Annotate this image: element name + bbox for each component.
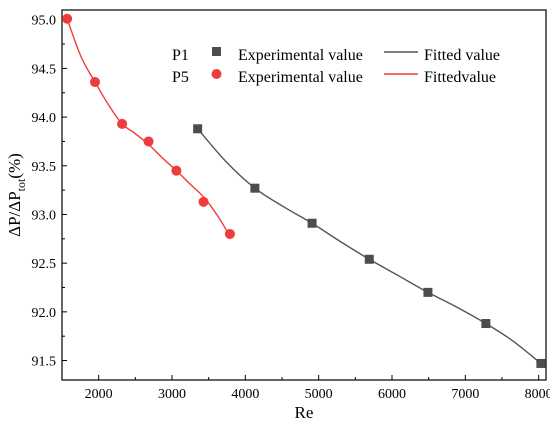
legend-series-p5-name: P5: [172, 69, 189, 86]
fit-curve-0: [197, 128, 542, 364]
legend-p5-experimental-label: Experimental value: [238, 69, 363, 86]
data-point-p1: [364, 254, 374, 264]
x-axis-label: Re: [295, 403, 314, 422]
y-tick-label: 94.5: [32, 62, 57, 77]
y-tick-label: 92.5: [32, 257, 57, 272]
data-point-p5: [224, 228, 235, 239]
legend-p1-marker: [212, 47, 221, 56]
x-tick-label: 2000: [85, 387, 113, 402]
data-point-p1: [307, 218, 317, 228]
data-point-p5: [90, 77, 100, 88]
data-point-p5: [62, 13, 73, 24]
x-tick-label: 4000: [231, 387, 259, 402]
legend-p5-fit-label: Fittedvalue: [424, 69, 496, 86]
y-tick-label: 95.0: [32, 14, 57, 29]
y-axis-label-tail: (%): [5, 153, 24, 178]
data-point-p1: [423, 287, 433, 297]
y-axis-label-sub: tot: [14, 178, 28, 191]
data-point-p5: [143, 136, 154, 147]
legend-p1-experimental-label: Experimental value: [238, 47, 363, 64]
x-tick-label: 7000: [451, 387, 479, 402]
legend: P1 Experimental value Fitted value P5 Ex…: [172, 47, 500, 86]
y-axis-label: ΔP/ΔPtot(%): [5, 153, 28, 237]
x-tick-label: 8000: [525, 387, 550, 402]
plot-frame: [61, 9, 547, 381]
x-tick-label: 3000: [158, 387, 186, 402]
data-point-p1: [536, 358, 546, 368]
legend-p5-marker: [211, 69, 222, 79]
y-axis-ticks: 91.5 92.0 92.5 93.0 93.5 94.0 94.5 95.0: [32, 14, 67, 370]
x-tick-label: 6000: [378, 387, 406, 402]
y-axis-label-main: ΔP/ΔP: [5, 191, 24, 237]
data-point-p1: [193, 124, 203, 134]
legend-p1-fit-label: Fitted value: [424, 47, 500, 64]
data-point-p1: [481, 319, 491, 329]
y-tick-label: 93.0: [32, 208, 57, 223]
data-point-p1: [250, 183, 260, 193]
data-point-p5: [198, 196, 209, 207]
y-tick-label: 92.0: [32, 306, 57, 321]
legend-series-p1-name: P1: [172, 47, 189, 64]
data-points: [62, 13, 546, 368]
x-tick-label: 5000: [305, 387, 333, 402]
y-tick-label: 93.5: [32, 160, 57, 175]
data-point-p5: [117, 118, 128, 129]
y-tick-label: 94.0: [32, 111, 57, 126]
y-tick-label: 91.5: [32, 355, 57, 370]
x-axis-ticks: 2000 3000 4000 5000 6000 7000 8000: [61, 375, 550, 402]
data-point-p5: [171, 165, 182, 176]
